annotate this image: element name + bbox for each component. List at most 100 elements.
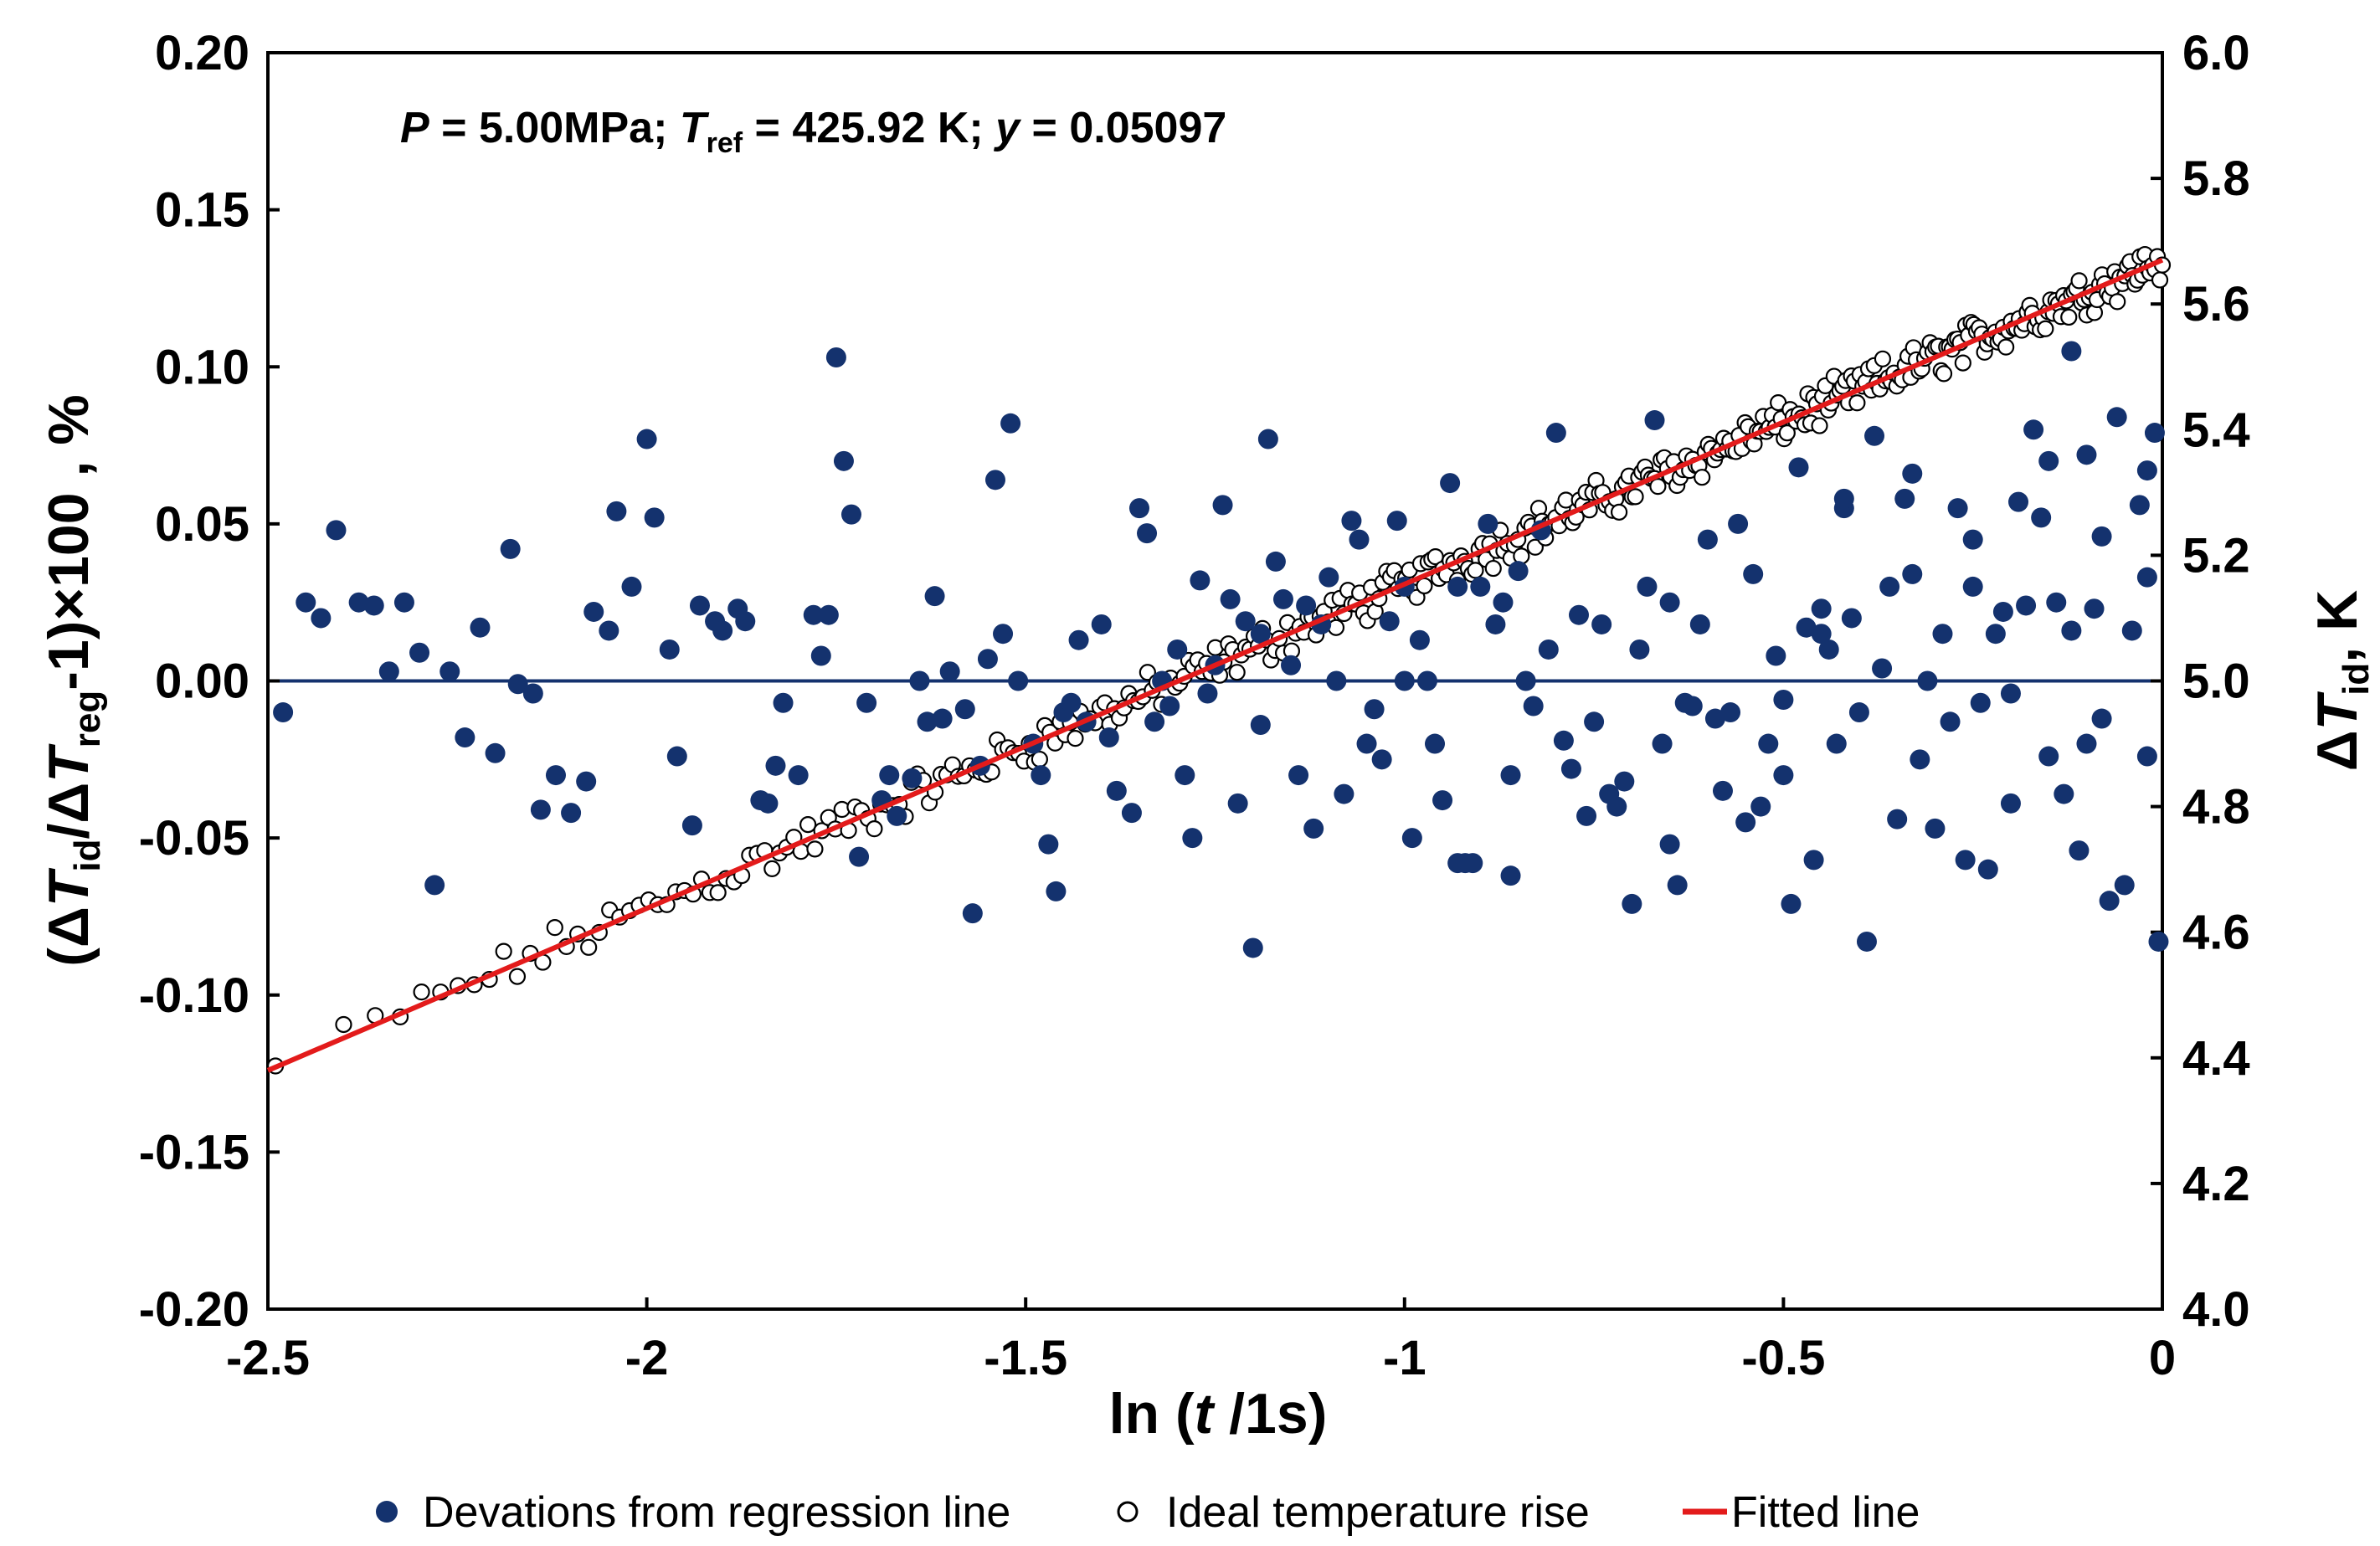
deviation-point — [1470, 576, 1491, 597]
deviation-point — [545, 765, 566, 786]
deviation-point — [1735, 812, 1756, 833]
deviation-point — [1068, 629, 1089, 650]
left-tick-label: 0.00 — [155, 655, 249, 709]
deviation-point — [773, 692, 794, 713]
deviation-point — [887, 805, 907, 826]
deviation-point — [1341, 511, 1362, 532]
deviation-point — [1917, 670, 1938, 691]
right-tick-label: 5.4 — [2182, 403, 2250, 457]
deviation-point — [993, 624, 1014, 645]
deviation-point — [1606, 796, 1627, 817]
deviation-point — [1182, 828, 1203, 849]
deviation-point — [1432, 790, 1453, 811]
deviation-point — [507, 674, 528, 695]
ideal-point — [1694, 469, 1711, 486]
deviation-point — [1697, 529, 1718, 550]
deviation-point — [1940, 711, 1961, 732]
left-tick-label: -0.15 — [139, 1125, 249, 1179]
deviation-point — [1887, 809, 1908, 829]
deviation-point — [841, 504, 862, 525]
ideal-point — [1997, 338, 2015, 356]
deviation-point — [1848, 702, 1869, 723]
deviation-point — [977, 649, 998, 670]
ideal-point — [2060, 308, 2078, 326]
deviation-point — [1553, 730, 1574, 751]
deviation-point — [1031, 765, 1051, 786]
right-tick-label: 5.0 — [2182, 655, 2250, 709]
deviation-point — [2069, 840, 2090, 861]
deviation-point — [2129, 495, 2150, 516]
ideal-point — [2037, 320, 2054, 337]
deviation-point — [1659, 834, 1680, 855]
deviation-point — [2038, 746, 2059, 767]
deviation-point — [788, 765, 809, 786]
deviation-point — [2084, 598, 2105, 619]
deviation-point — [1334, 783, 1354, 804]
deviation-point — [1584, 711, 1605, 732]
deviation-point — [1667, 875, 1688, 896]
deviation-point — [1401, 828, 1422, 849]
ideal-point — [2151, 271, 2169, 289]
deviation-point — [1349, 529, 1370, 550]
deviation-point — [810, 645, 831, 666]
left-tick-label: 0.15 — [155, 183, 249, 238]
deviation-point — [1409, 629, 1430, 650]
deviation-point — [856, 692, 877, 713]
bottom-tick-label: -2 — [625, 1331, 669, 1385]
deviation-point — [606, 501, 627, 521]
deviation-point — [1591, 614, 1612, 634]
deviation-point — [1478, 513, 1498, 534]
deviation-point — [1425, 733, 1446, 754]
deviation-point — [1538, 639, 1559, 660]
deviation-point — [1440, 473, 1461, 494]
left-tick-label: -0.05 — [139, 811, 249, 865]
deviation-point — [1629, 639, 1650, 660]
deviation-point — [984, 470, 1005, 491]
deviation-point — [1447, 853, 1468, 874]
deviation-point — [1788, 457, 1809, 478]
deviation-point — [2046, 592, 2067, 613]
deviation-point — [1379, 611, 1400, 632]
deviation-point — [326, 520, 347, 541]
ideal-point — [709, 884, 727, 901]
bottom-tick-label: -1 — [1383, 1331, 1426, 1385]
deviation-point — [583, 601, 604, 622]
bottom-tick-label: -1.5 — [984, 1331, 1067, 1385]
deviation-point — [2136, 746, 2157, 767]
ideal-point — [1778, 424, 1796, 442]
deviation-point — [2000, 793, 2021, 814]
deviation-point — [296, 592, 316, 613]
deviation-point — [902, 768, 923, 788]
deviation-point — [689, 595, 710, 616]
deviation-point — [1371, 749, 1392, 770]
deviation-point — [1121, 803, 1142, 824]
deviation-point — [681, 815, 702, 836]
deviation-point — [1773, 690, 1794, 711]
deviation-point — [1750, 796, 1771, 817]
right-tick-label: 4.4 — [2182, 1031, 2250, 1086]
right-axis-ticks: 6.0 5.8 5.6 5.4 5.2 5.0 4.8 4.6 4.4 4.2 4.0 — [2151, 26, 2250, 1337]
deviation-point — [1265, 551, 1286, 572]
left-tick-label: 0.05 — [155, 497, 249, 552]
deviation-point — [1826, 733, 1847, 754]
ideal-point — [1467, 562, 1484, 579]
deviation-point — [1637, 576, 1658, 597]
deviation-point — [1197, 683, 1218, 704]
deviation-point — [530, 799, 551, 820]
deviation-point — [818, 604, 839, 625]
deviation-point — [962, 903, 983, 924]
deviation-point — [348, 592, 369, 613]
deviation-point — [1622, 893, 1642, 914]
left-tick-label: -0.10 — [139, 968, 249, 1023]
bottom-tick-label: -2.5 — [226, 1331, 310, 1385]
deviation-point — [1977, 859, 1998, 880]
deviation-point — [522, 683, 543, 704]
ideal-point — [806, 840, 824, 858]
deviation-point — [1144, 711, 1165, 732]
deviation-point — [1743, 563, 1764, 584]
deviation-point — [2054, 783, 2074, 804]
deviation-point — [1781, 893, 1802, 914]
ideal-point — [1526, 538, 1544, 556]
deviation-point — [659, 639, 680, 660]
deviation-point — [1257, 429, 1278, 449]
